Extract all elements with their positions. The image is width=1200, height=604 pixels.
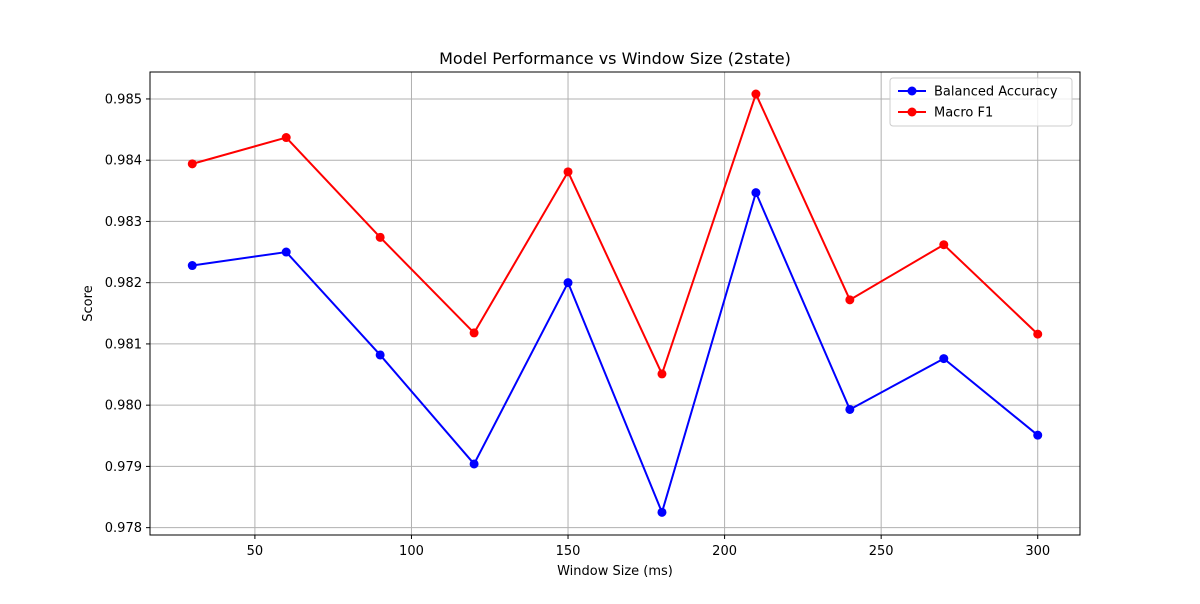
x-tick-label: 300 (1025, 544, 1050, 559)
grid-lines (150, 72, 1080, 535)
data-point-macro-f1 (281, 133, 291, 143)
y-tick-label: 0.984 (105, 154, 142, 169)
data-point-balanced-accuracy (375, 350, 385, 360)
x-axis-title: Window Size (ms) (557, 564, 673, 579)
series-group (187, 89, 1043, 517)
data-point-macro-f1 (845, 295, 855, 305)
data-point-balanced-accuracy (469, 459, 479, 469)
data-point-macro-f1 (657, 369, 667, 379)
y-tick-label: 0.983 (105, 215, 142, 230)
x-tick-label: 100 (399, 544, 424, 559)
data-point-macro-f1 (751, 89, 761, 99)
x-tick-label: 150 (556, 544, 581, 559)
data-point-balanced-accuracy (939, 354, 949, 364)
y-tick-label: 0.985 (105, 92, 142, 107)
legend: Balanced Accuracy Macro F1 (889, 77, 1073, 127)
data-point-macro-f1 (375, 232, 385, 242)
y-tick-label: 0.982 (105, 276, 142, 291)
data-point-balanced-accuracy (563, 278, 573, 288)
data-point-macro-f1 (939, 240, 949, 250)
y-tick-label: 0.979 (105, 460, 142, 475)
data-point-balanced-accuracy (845, 404, 855, 414)
legend-box (889, 77, 1073, 127)
chart-title: Model Performance vs Window Size (2state… (439, 49, 791, 68)
legend-marker-balanced-accuracy (907, 86, 917, 96)
data-point-macro-f1 (1033, 329, 1043, 339)
series-line-balanced-accuracy (192, 191, 1039, 514)
data-point-macro-f1 (469, 328, 479, 338)
y-tick-label: 0.978 (105, 521, 142, 536)
legend-marker-macro-f1 (907, 107, 917, 117)
legend-label-macro-f1: Macro F1 (934, 106, 993, 121)
y-axis-title: Score (81, 285, 96, 321)
data-point-balanced-accuracy (751, 188, 761, 198)
x-tick-label: 200 (712, 544, 737, 559)
x-tick-label: 250 (869, 544, 894, 559)
data-point-balanced-accuracy (281, 247, 291, 257)
x-tick-label: 50 (247, 544, 264, 559)
plot-frame (149, 71, 1081, 536)
data-point-macro-f1 (563, 167, 573, 177)
y-tick-label: 0.980 (105, 399, 142, 414)
data-point-balanced-accuracy (1033, 430, 1043, 440)
legend-label-balanced-accuracy: Balanced Accuracy (934, 85, 1058, 100)
data-point-macro-f1 (187, 159, 197, 169)
ticks: 50 100 150 200 250 300 0.978 0.979 0.980 0.981 0.9… (105, 92, 1050, 559)
data-point-balanced-accuracy (657, 507, 667, 517)
y-tick-label: 0.981 (105, 337, 142, 352)
data-point-balanced-accuracy (187, 261, 197, 271)
series-line-macro-f1 (192, 93, 1039, 375)
